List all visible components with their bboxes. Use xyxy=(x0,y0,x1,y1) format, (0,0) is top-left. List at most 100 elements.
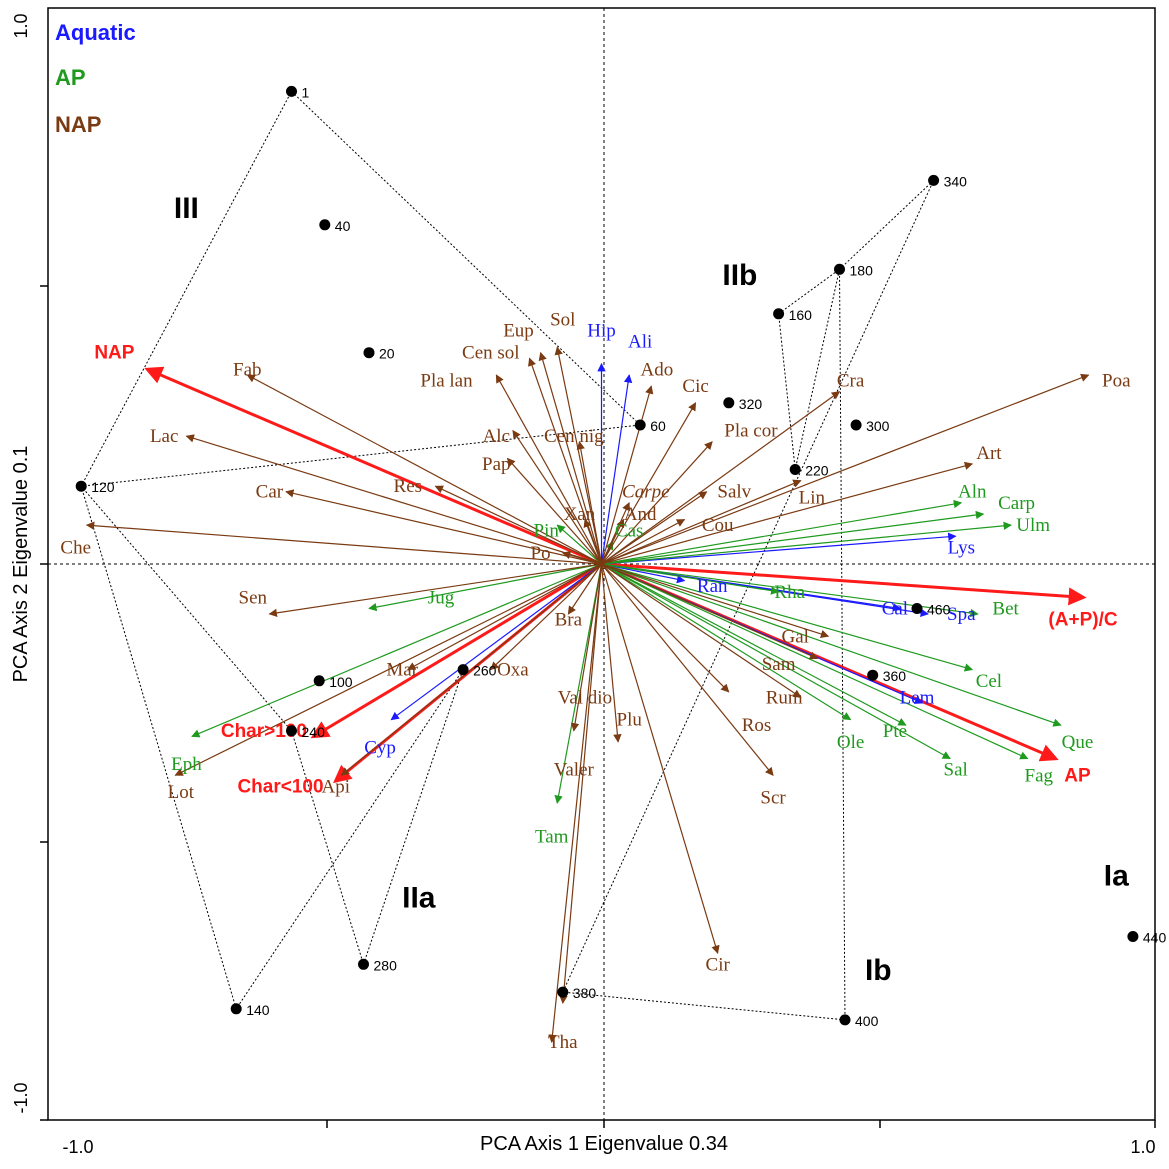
sample-point-280 xyxy=(358,958,369,970)
vector-label-cra: Cra xyxy=(837,371,865,392)
vector-art xyxy=(601,461,974,565)
y-ticks xyxy=(40,285,48,1121)
vector-label-art: Art xyxy=(976,443,1002,464)
vector-label-eph: Eph xyxy=(171,754,202,775)
vector-cen-sol xyxy=(528,357,603,565)
vector-label-mar: Mar xyxy=(386,660,418,681)
hull-iib xyxy=(778,268,841,470)
vector-label-ros: Ros xyxy=(742,715,772,736)
vector-fag xyxy=(601,563,1029,760)
vector-label-pte: Pte xyxy=(883,721,907,742)
sample-point-260 xyxy=(457,664,469,676)
sample-label-180: 180 xyxy=(850,262,874,278)
vector-label-pap: Pap xyxy=(482,454,511,475)
sample-point-220 xyxy=(789,464,801,475)
vector-pap xyxy=(506,457,602,565)
group-label-iia: IIa xyxy=(402,882,436,915)
group-label-iii: III xyxy=(174,192,199,225)
group-label-ib: Ib xyxy=(865,954,892,987)
vector-char-100 xyxy=(310,562,603,739)
hull-iia xyxy=(80,485,464,1010)
vector-label-jug: Jug xyxy=(428,587,455,608)
sample-label-260: 260 xyxy=(473,663,497,679)
vector-label-carpe: Carpe xyxy=(622,482,670,503)
legend-ap: AP xyxy=(55,65,86,90)
legend-nap: NAP xyxy=(55,112,101,137)
vector-nap xyxy=(144,366,603,566)
vector-label-pla-lan: Pla lan xyxy=(420,371,473,392)
sample-label-440: 440 xyxy=(1143,930,1167,946)
vector-label-fab: Fab xyxy=(233,359,262,380)
vector-label-cyp: Cyp xyxy=(364,738,396,759)
sample-point-360 xyxy=(867,669,879,681)
vector-label-pla-cor: Pla cor xyxy=(724,421,778,442)
sample-point-460 xyxy=(911,603,923,614)
vector-label-carp: Carp xyxy=(998,493,1035,514)
vector-label-aln: Aln xyxy=(958,482,987,503)
vector-label-res: Res xyxy=(394,476,423,497)
vector-po xyxy=(561,550,602,565)
group-label-ia: Ia xyxy=(1104,859,1129,892)
vector-lin xyxy=(601,479,802,565)
sample-point-300 xyxy=(850,419,862,431)
vector-carp xyxy=(601,510,985,565)
vector-label-lac: Lac xyxy=(150,426,178,447)
vector-label-spa: Spa xyxy=(947,604,976,625)
x-tick-label-max: 1.0 xyxy=(1130,1137,1155,1157)
vector-label-hip: Hip xyxy=(587,321,616,342)
vector-cra xyxy=(601,391,841,565)
sample-point-140 xyxy=(230,1003,242,1015)
vector-label-char-100: Char<100 xyxy=(237,776,323,797)
vector-label-pin: Pin xyxy=(534,521,560,542)
vector-label-cas: Cas xyxy=(615,521,644,542)
sample-label-360: 360 xyxy=(883,668,907,684)
vector-label-api: Api xyxy=(322,776,351,797)
group-labels: III IIb IIa Ib Ia xyxy=(174,192,1129,987)
sample-label-380: 380 xyxy=(573,985,597,1001)
vector-label-bra: Bra xyxy=(555,610,583,631)
vector-label-tha: Tha xyxy=(548,1032,578,1053)
vector-sal xyxy=(601,563,951,760)
vector-label-ulm: Ulm xyxy=(1016,515,1050,536)
vector-eup xyxy=(538,351,603,565)
vector-a-p-c xyxy=(601,562,1087,606)
sample-point-240 xyxy=(286,725,297,737)
vector-cou xyxy=(601,518,686,565)
vector-label-ran: Ran xyxy=(697,576,728,597)
vector-gal xyxy=(601,563,830,639)
vector-label-sol: Sol xyxy=(550,309,575,330)
vector-fab xyxy=(246,374,602,565)
variable-labels: NAP (A+P)/C AP Char>100 Char<100 Hip Ali Ran Lys… xyxy=(60,309,1131,1053)
vector-cic xyxy=(600,402,697,565)
sample-point-340 xyxy=(928,174,940,186)
vector-car xyxy=(285,489,602,565)
vector-label-car: Car xyxy=(256,482,284,503)
sample-label-400: 400 xyxy=(855,1013,879,1029)
vector-cir xyxy=(600,563,720,955)
vector-label-cal: Cal xyxy=(882,599,908,620)
vector-label-cen-sol: Cen sol xyxy=(462,343,520,364)
vector-salv xyxy=(601,491,708,565)
vector-label-char-100: Char>100 xyxy=(221,721,307,742)
y-tick-label-max: 1.0 xyxy=(11,13,31,38)
sample-point-20 xyxy=(363,347,375,359)
sample-point-40 xyxy=(319,219,331,231)
vector-label-scr: Scr xyxy=(760,788,786,809)
vector-sen xyxy=(268,563,602,618)
sample-label-460: 460 xyxy=(927,602,951,618)
vector-label-ado: Ado xyxy=(641,359,674,380)
vector-rha xyxy=(601,563,780,595)
sample-label-20: 20 xyxy=(379,346,395,362)
sample-label-120: 120 xyxy=(91,479,115,495)
vector-ado xyxy=(600,385,654,565)
sample-label-300: 300 xyxy=(866,418,890,434)
group-label-iib: IIb xyxy=(722,259,757,292)
vector-ran xyxy=(601,563,686,584)
sample-point-60 xyxy=(634,419,646,431)
vector-bra xyxy=(567,563,602,615)
sample-point-380 xyxy=(557,986,569,998)
sample-point-100 xyxy=(313,675,325,687)
vector-label-lot: Lot xyxy=(168,782,195,803)
vector-label-lys: Lys xyxy=(948,537,975,558)
